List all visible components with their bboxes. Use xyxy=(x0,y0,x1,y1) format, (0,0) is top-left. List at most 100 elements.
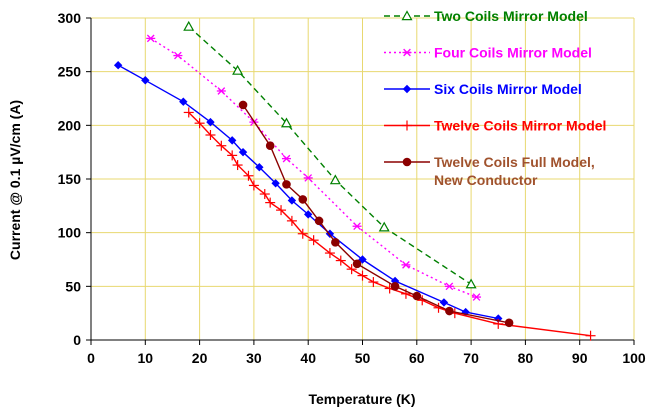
data-point-asterisk xyxy=(352,222,362,231)
y-tick-label: 0 xyxy=(73,332,81,348)
data-point-diamond xyxy=(206,117,215,127)
y-tick-label: 200 xyxy=(58,117,82,133)
data-point-plus xyxy=(368,277,379,288)
data-point-asterisk xyxy=(146,34,156,43)
data-point-triangle xyxy=(329,174,341,185)
data-point-diamond xyxy=(227,136,237,145)
data-point-circle xyxy=(504,318,514,328)
x-tick-label: 10 xyxy=(138,350,154,366)
y-tick-label: 50 xyxy=(65,278,81,294)
x-tick-label: 30 xyxy=(246,350,262,366)
data-point-plus xyxy=(402,120,412,131)
y-axis-title: Current @ 0.1 µV/cm (A) xyxy=(7,100,23,260)
legend-label: Twelve Coils Full Model, xyxy=(434,154,595,170)
legend-label: New Conductor xyxy=(434,172,538,188)
data-point-plus xyxy=(248,180,259,191)
x-tick-labels: 0 10 20 30 40 50 60 70 80 90 100 xyxy=(87,350,646,366)
asterisk-stroke xyxy=(217,87,226,95)
y-tick-label: 300 xyxy=(58,10,82,26)
data-point-asterisk xyxy=(281,154,291,163)
data-point-asterisk xyxy=(472,293,482,301)
data-point-asterisk xyxy=(173,51,183,60)
data-point-plus xyxy=(194,118,205,129)
data-point-plus xyxy=(346,264,357,275)
data-point-diamond xyxy=(141,76,150,85)
data-point-plus xyxy=(205,129,216,140)
data-point-circle xyxy=(352,259,362,269)
data-point-circle xyxy=(265,141,275,151)
data-point-asterisk xyxy=(401,261,411,269)
data-point-triangle xyxy=(401,10,413,21)
data-point-triangle xyxy=(465,278,477,289)
data-point-asterisk xyxy=(303,174,313,182)
data-point-plus xyxy=(286,215,297,226)
legend-item-4: Twelve Coils Mirror Model xyxy=(384,118,606,134)
data-point-diamond xyxy=(113,61,123,70)
legend-item-5: Twelve Coils Full Model, New Conductor xyxy=(384,154,595,188)
gridlines xyxy=(91,17,635,340)
data-point-circle xyxy=(445,306,454,316)
data-point-plus xyxy=(357,270,368,281)
data-point-plus xyxy=(585,330,596,341)
series-layer xyxy=(113,20,596,341)
data-point-plus xyxy=(297,228,308,239)
data-point-diamond xyxy=(179,97,188,106)
data-point-circle xyxy=(390,282,400,291)
x-axis-title: Temperature (K) xyxy=(308,391,415,407)
x-tick-label: 20 xyxy=(192,350,208,366)
data-point-plus xyxy=(276,205,287,216)
data-point-triangle xyxy=(232,64,244,75)
data-point-triangle xyxy=(280,117,292,128)
data-point-circle xyxy=(238,100,248,110)
y-tick-label: 150 xyxy=(58,171,82,187)
data-point-plus xyxy=(335,255,346,266)
data-point-circle xyxy=(282,180,291,189)
series-line xyxy=(188,26,472,285)
x-tick-label: 60 xyxy=(409,350,425,366)
asterisk-stroke xyxy=(353,222,361,231)
legend-label: Six Coils Mirror Model xyxy=(434,81,582,97)
x-tick-label: 90 xyxy=(572,350,588,366)
asterisk-stroke xyxy=(403,48,411,57)
legend-label: Two Coils Mirror Model xyxy=(434,8,588,24)
x-tick-label: 80 xyxy=(518,350,534,366)
legend-item-3: Six Coils Mirror Model xyxy=(384,81,582,97)
legend-item-2: Four Coils Mirror Model xyxy=(384,45,592,61)
x-tick-label: 70 xyxy=(463,350,479,366)
data-point-circle xyxy=(412,291,422,301)
data-point-diamond xyxy=(271,179,280,188)
legend: Two Coils Mirror Model Four Coils Mirror … xyxy=(384,8,606,188)
data-point-plus xyxy=(227,150,238,161)
asterisk-stroke xyxy=(304,174,313,182)
legend-label: Four Coils Mirror Model xyxy=(434,45,592,61)
x-tick-label: 40 xyxy=(300,350,316,366)
x-tick-label: 50 xyxy=(355,350,371,366)
series-1 xyxy=(183,20,477,289)
data-point-circle xyxy=(402,157,412,167)
y-tick-label: 250 xyxy=(58,64,82,80)
asterisk-stroke xyxy=(445,282,454,291)
asterisk-stroke xyxy=(146,34,155,43)
asterisk-stroke xyxy=(402,261,410,269)
x-tick-label: 100 xyxy=(622,350,646,366)
data-point-plus xyxy=(308,235,319,246)
data-point-circle xyxy=(331,238,340,247)
series-line xyxy=(150,37,477,298)
data-point-plus xyxy=(324,248,335,259)
asterisk-stroke xyxy=(472,293,481,301)
y-tick-label: 100 xyxy=(58,225,82,241)
data-point-plus xyxy=(232,160,243,171)
legend-label: Twelve Coils Mirror Model xyxy=(434,118,606,134)
series-5 xyxy=(238,100,514,328)
data-point-plus xyxy=(216,140,227,151)
asterisk-stroke xyxy=(282,154,291,163)
data-point-diamond xyxy=(303,210,313,219)
data-point-triangle xyxy=(183,20,195,31)
legend-item-1: Two Coils Mirror Model xyxy=(384,8,588,24)
data-point-diamond xyxy=(255,162,264,172)
data-point-triangle xyxy=(378,221,390,232)
asterisk-stroke xyxy=(174,51,182,60)
data-point-diamond xyxy=(402,84,412,94)
axes xyxy=(86,17,635,345)
data-point-plus xyxy=(183,107,194,118)
